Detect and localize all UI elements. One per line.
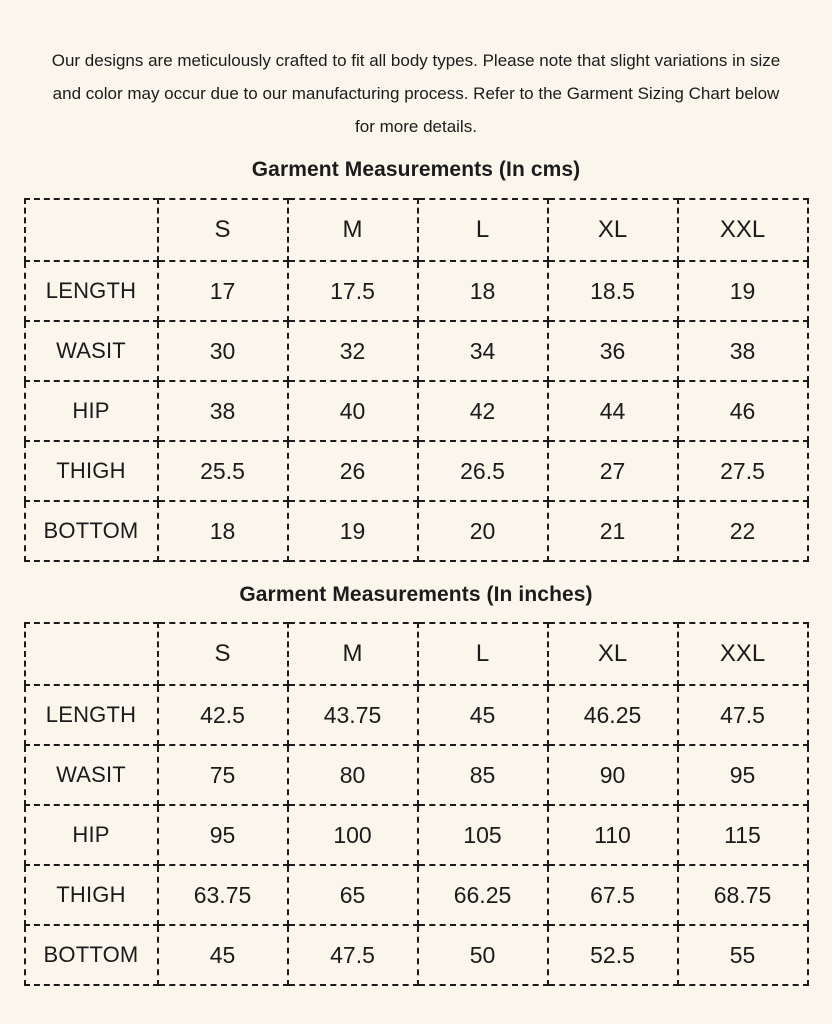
measurement-cell: 63.75 xyxy=(156,864,289,926)
measurement-cell: 42.5 xyxy=(156,684,289,746)
measurement-cell: 45 xyxy=(156,924,289,986)
measurement-cell: 17.5 xyxy=(286,260,419,322)
table-row: HIP 95 100 105 110 115 xyxy=(23,804,809,866)
size-header-cell: XL xyxy=(546,622,679,686)
row-label-cell: THIGH xyxy=(23,864,159,926)
measurement-cell: 46 xyxy=(676,380,809,442)
row-label-cell: LENGTH xyxy=(23,260,159,322)
size-header-cell: M xyxy=(286,198,419,262)
measurement-cell: 115 xyxy=(676,804,809,866)
corner-cell xyxy=(23,622,159,686)
measurement-cell: 100 xyxy=(286,804,419,866)
size-header-cell: XL xyxy=(546,198,679,262)
size-header-cell: L xyxy=(416,198,549,262)
measurement-cell: 43.75 xyxy=(286,684,419,746)
row-label-cell: WASIT xyxy=(23,744,159,806)
row-label-cell: HIP xyxy=(23,804,159,866)
measurement-cell: 36 xyxy=(546,320,679,382)
table-row: LENGTH 42.5 43.75 45 46.25 47.5 xyxy=(23,684,809,746)
measurement-cell: 18 xyxy=(156,500,289,562)
measurement-cell: 47.5 xyxy=(676,684,809,746)
measurement-cell: 34 xyxy=(416,320,549,382)
measurement-cell: 25.5 xyxy=(156,440,289,502)
measurement-cell: 19 xyxy=(286,500,419,562)
table-row: THIGH 63.75 65 66.25 67.5 68.75 xyxy=(23,864,809,926)
measurement-cell: 20 xyxy=(416,500,549,562)
table-row: BOTTOM 18 19 20 21 22 xyxy=(23,500,809,562)
measurement-cell: 95 xyxy=(156,804,289,866)
measurement-cell: 65 xyxy=(286,864,419,926)
row-label-cell: BOTTOM xyxy=(23,500,159,562)
measurement-cell: 40 xyxy=(286,380,419,442)
table-row: WASIT 75 80 85 90 95 xyxy=(23,744,809,806)
measurement-cell: 27.5 xyxy=(676,440,809,502)
row-label-cell: LENGTH xyxy=(23,684,159,746)
measurement-cell: 22 xyxy=(676,500,809,562)
measurements-table-inches: S M L XL XXL LENGTH 42.5 43.75 45 46.25 … xyxy=(23,622,809,986)
measurement-cell: 44 xyxy=(546,380,679,442)
measurement-cell: 19 xyxy=(676,260,809,322)
measurement-cell: 68.75 xyxy=(676,864,809,926)
measurement-cell: 80 xyxy=(286,744,419,806)
table-row: BOTTOM 45 47.5 50 52.5 55 xyxy=(23,924,809,986)
measurement-cell: 55 xyxy=(676,924,809,986)
table-title-cms: Garment Measurements (In cms) xyxy=(251,158,581,181)
size-header-cell: S xyxy=(156,198,289,262)
measurement-cell: 85 xyxy=(416,744,549,806)
table-row: S M L XL XXL xyxy=(23,622,809,686)
measurement-cell: 38 xyxy=(156,380,289,442)
table-row: WASIT 30 32 34 36 38 xyxy=(23,320,809,382)
measurement-cell: 66.25 xyxy=(416,864,549,926)
measurement-cell: 18 xyxy=(416,260,549,322)
table-title-inches: Garment Measurements (In inches) xyxy=(239,583,593,606)
measurement-cell: 50 xyxy=(416,924,549,986)
measurement-cell: 26 xyxy=(286,440,419,502)
measurement-cell: 17 xyxy=(156,260,289,322)
table-row: LENGTH 17 17.5 18 18.5 19 xyxy=(23,260,809,322)
measurement-cell: 42 xyxy=(416,380,549,442)
measurement-cell: 47.5 xyxy=(286,924,419,986)
measurement-cell: 95 xyxy=(676,744,809,806)
measurement-cell: 27 xyxy=(546,440,679,502)
corner-cell xyxy=(23,198,159,262)
measurement-cell: 32 xyxy=(286,320,419,382)
intro-text: Our designs are meticulously crafted to … xyxy=(51,51,781,136)
measurement-cell: 90 xyxy=(546,744,679,806)
size-header-cell: XXL xyxy=(676,622,809,686)
measurement-cell: 18.5 xyxy=(546,260,679,322)
row-label-cell: BOTTOM xyxy=(23,924,159,986)
row-label-cell: HIP xyxy=(23,380,159,442)
measurement-cell: 38 xyxy=(676,320,809,382)
measurement-cell: 46.25 xyxy=(546,684,679,746)
table-row: THIGH 25.5 26 26.5 27 27.5 xyxy=(23,440,809,502)
size-header-cell: XXL xyxy=(676,198,809,262)
table-row: HIP 38 40 42 44 46 xyxy=(23,380,809,442)
row-label-cell: THIGH xyxy=(23,440,159,502)
row-label-cell: WASIT xyxy=(23,320,159,382)
size-header-cell: S xyxy=(156,622,289,686)
size-header-cell: L xyxy=(416,622,549,686)
measurement-cell: 75 xyxy=(156,744,289,806)
measurement-cell: 21 xyxy=(546,500,679,562)
measurement-cell: 26.5 xyxy=(416,440,549,502)
size-header-cell: M xyxy=(286,622,419,686)
measurements-table-cms: S M L XL XXL LENGTH 17 17.5 18 18.5 19 W… xyxy=(23,198,809,562)
measurement-cell: 105 xyxy=(416,804,549,866)
measurement-cell: 52.5 xyxy=(546,924,679,986)
table-row: S M L XL XXL xyxy=(23,198,809,262)
measurement-cell: 30 xyxy=(156,320,289,382)
measurement-cell: 110 xyxy=(546,804,679,866)
measurement-cell: 67.5 xyxy=(546,864,679,926)
measurement-cell: 45 xyxy=(416,684,549,746)
